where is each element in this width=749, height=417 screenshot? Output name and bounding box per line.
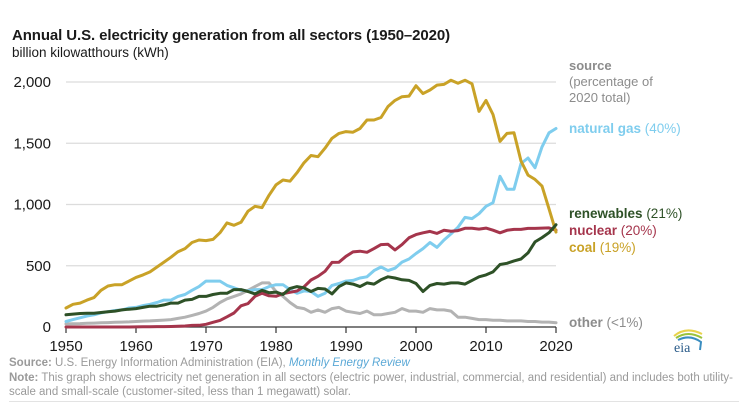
legend-title-line-3: 2020 total) <box>569 90 631 105</box>
legend-label: other <box>569 315 603 330</box>
y-axis-ticks: 0 500 1,000 1,500 2,000 <box>13 74 51 336</box>
series-lines <box>64 78 558 329</box>
y-tick-label: 0 <box>43 319 51 336</box>
legend-title-line-2: (percentage of <box>569 74 653 89</box>
x-axis: 1950 1960 1970 1980 1990 2000 2010 2020 <box>49 326 573 355</box>
x-tick-label: 1950 <box>49 338 82 355</box>
eia-logo-arc-green <box>675 333 703 339</box>
source-text: U.S. Energy Information Administration (… <box>51 357 289 369</box>
source-link[interactable]: Monthly Energy Review <box>288 357 410 369</box>
legend-label: nuclear <box>569 223 618 238</box>
footer-divider <box>9 401 739 402</box>
legend-label: coal <box>569 240 597 255</box>
legend-pct: (21%) <box>646 206 683 221</box>
x-tick-label: 1960 <box>119 338 152 355</box>
y-tick-label: 2,000 <box>13 74 51 91</box>
x-tick-label: 2010 <box>469 338 502 355</box>
legend-other: other (<1%) <box>569 315 643 330</box>
x-tick-label: 2000 <box>399 338 432 355</box>
eia-logo-text: eia <box>674 341 691 356</box>
source-label: Source: <box>9 357 52 369</box>
series-line-renewables <box>64 223 558 317</box>
legend-nuclear: nuclear (20%) <box>569 223 657 238</box>
eia-logo-arc-blue <box>677 336 703 351</box>
gridlines <box>66 81 556 267</box>
legend-label: renewables <box>569 206 643 221</box>
legend-pct: (19%) <box>599 240 636 255</box>
y-tick-label: 1,000 <box>13 197 51 214</box>
legend-renewables: renewables (21%) <box>569 206 682 221</box>
series-line-other <box>64 281 558 326</box>
eia-logo-arc-yellow <box>673 329 703 337</box>
note-label: Note: <box>9 371 39 384</box>
legend-title-line-1: source <box>569 58 612 73</box>
series-line-coal <box>64 78 558 310</box>
eia-logo: eia <box>673 329 703 356</box>
legend-label: natural gas <box>569 121 642 136</box>
x-tick-label: 1990 <box>329 338 362 355</box>
chart-footer: Source: U.S. Energy Information Administ… <box>9 356 739 400</box>
legend-pct: (<1%) <box>606 315 643 330</box>
legend-pct: (20%) <box>620 223 657 238</box>
chart-title: Annual U.S. electricity generation from … <box>12 27 451 44</box>
legend-coal: coal (19%) <box>569 240 636 255</box>
y-tick-label: 1,500 <box>13 135 51 152</box>
legend-pct: (40%) <box>644 121 681 136</box>
legend-title: source (percentage of 2020 total) <box>569 58 653 106</box>
x-tick-label: 1980 <box>259 338 292 355</box>
note-line: Note: This graph shows electricity net g… <box>9 371 739 400</box>
x-tick-label: 1970 <box>189 338 222 355</box>
y-tick-label: 500 <box>26 258 51 275</box>
series-line-nuclear <box>64 226 558 329</box>
legend-natural-gas: natural gas (40%) <box>569 121 681 136</box>
x-tick-label: 2020 <box>539 338 572 355</box>
note-text: This graph shows electricity net generat… <box>9 371 733 399</box>
source-line: Source: U.S. Energy Information Administ… <box>9 356 739 371</box>
chart-subtitle: billion kilowatthours (kWh) <box>12 45 169 60</box>
